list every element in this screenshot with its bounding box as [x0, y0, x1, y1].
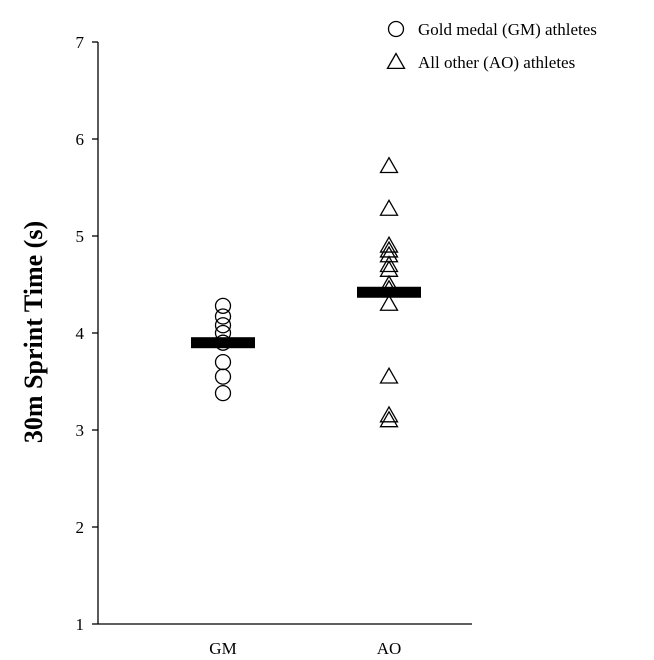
y-tick-label: 3 — [76, 421, 85, 440]
ao-point — [379, 199, 399, 216]
ao-point — [379, 156, 399, 174]
y-tick-label: 5 — [76, 227, 85, 246]
y-axis: 1 2 3 4 5 6 7 — [76, 33, 99, 634]
gm-mean-bar — [191, 337, 255, 349]
legend-circle-marker — [387, 20, 405, 38]
legend-label: All other (AO) athletes — [418, 53, 575, 72]
x-tick-label: AO — [377, 639, 402, 658]
legend-label: Gold medal (GM) athletes — [418, 20, 597, 39]
ao-point — [379, 410, 399, 428]
gm-point — [214, 297, 232, 314]
ao-point — [379, 235, 399, 253]
gm-point — [214, 308, 232, 325]
gm-point — [214, 353, 232, 371]
ao-point — [379, 405, 399, 423]
gm-point — [214, 317, 232, 334]
ao-point — [379, 255, 399, 273]
gm-point — [214, 368, 232, 385]
y-tick-label: 1 — [76, 615, 85, 634]
legend-triangle-marker — [386, 52, 406, 70]
y-axis-title: 30m Sprint Time (s) — [19, 221, 48, 443]
data-points — [214, 156, 399, 428]
y-tick-label: 6 — [76, 130, 85, 149]
legend: Gold medal (GM) athletes All other (AO) a… — [386, 20, 597, 72]
ao-point — [379, 240, 399, 258]
x-axis: GM AO — [98, 623, 472, 658]
y-tick-label: 7 — [76, 33, 85, 52]
ao-point — [379, 260, 399, 277]
gm-point — [214, 384, 232, 402]
x-tick-label: GM — [209, 639, 236, 658]
ao-point — [379, 294, 399, 311]
y-tick-label: 2 — [76, 518, 85, 537]
ao-point — [379, 245, 399, 263]
ao-mean-bar — [357, 286, 421, 298]
ao-point — [379, 366, 399, 384]
y-tick-label: 4 — [76, 324, 85, 343]
mean-bars — [191, 286, 421, 349]
